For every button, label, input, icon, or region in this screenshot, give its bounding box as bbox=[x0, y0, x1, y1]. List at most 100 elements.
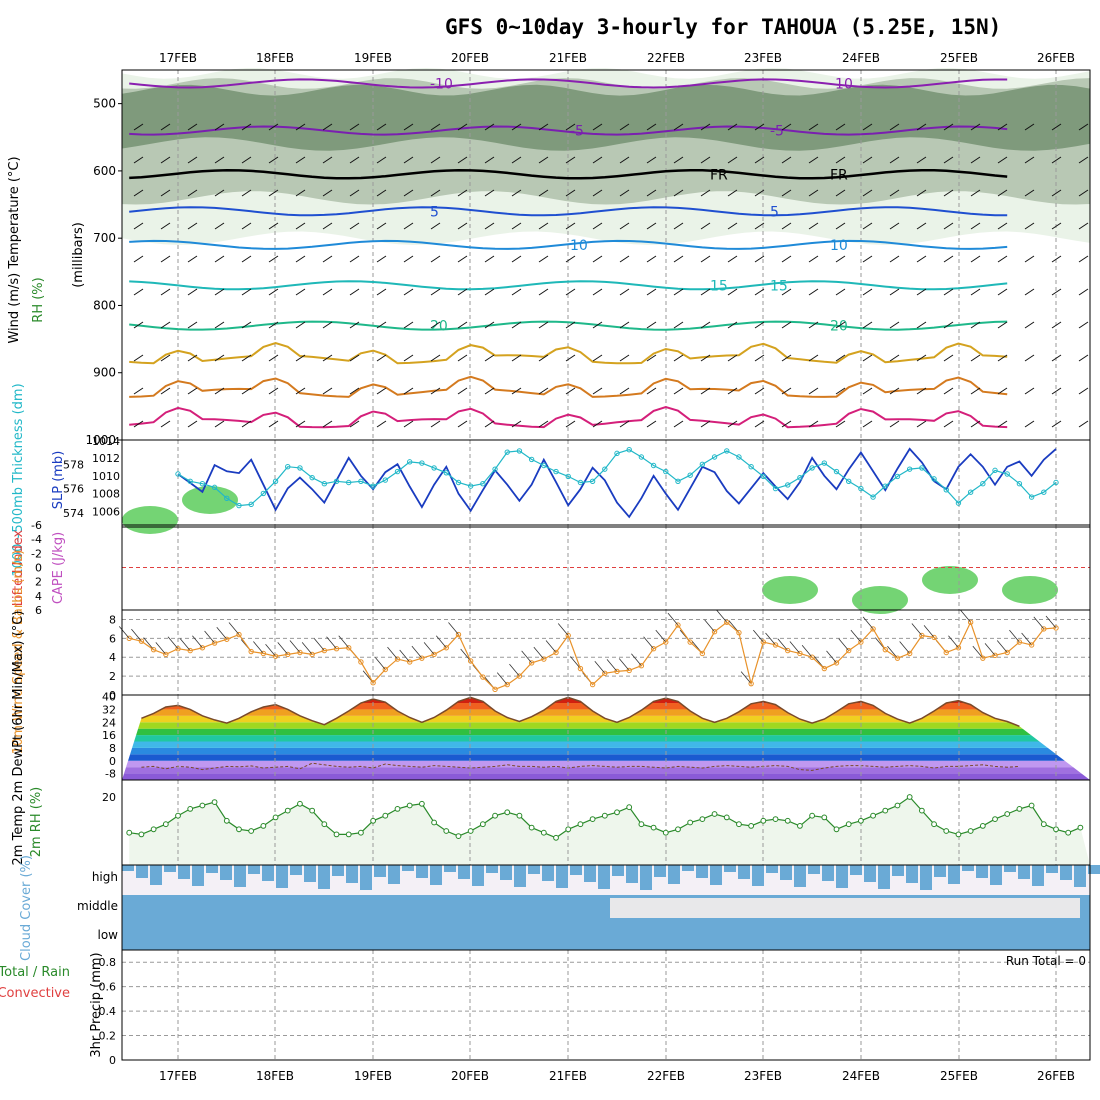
wind10m-barb bbox=[216, 627, 228, 640]
wind-barb bbox=[673, 420, 684, 428]
wind-point bbox=[870, 626, 876, 632]
cloud-high-bar bbox=[332, 865, 344, 876]
wind-point bbox=[858, 639, 864, 645]
wind-barb bbox=[889, 255, 900, 263]
wind-barb bbox=[538, 321, 549, 329]
wind-barb bbox=[484, 288, 495, 296]
wind-barb bbox=[295, 420, 306, 428]
wind-point bbox=[455, 631, 462, 638]
wind-barb bbox=[133, 354, 144, 362]
temp-tick-3: 16 bbox=[102, 729, 116, 742]
wind10m-barb bbox=[374, 657, 386, 670]
cloud-layer-low: low bbox=[98, 928, 119, 942]
wind-barb bbox=[160, 288, 171, 296]
wind-barb bbox=[781, 387, 792, 395]
wind-barb bbox=[376, 321, 387, 329]
wind10m-barb bbox=[448, 622, 459, 635]
rh-point bbox=[553, 834, 559, 841]
wind-point bbox=[699, 650, 706, 657]
wind10m-barb bbox=[826, 650, 837, 664]
isotherm-label-0: FR bbox=[710, 167, 728, 183]
wind-barb bbox=[997, 156, 1008, 164]
rh-point bbox=[601, 812, 608, 819]
wind-barb bbox=[268, 420, 279, 428]
wind-barb bbox=[943, 156, 954, 164]
thickness-point bbox=[638, 454, 645, 460]
precip-frame bbox=[121, 949, 1091, 1061]
wind-barb bbox=[268, 255, 279, 263]
wind10m-barb bbox=[496, 672, 508, 685]
cloud-high-bar bbox=[1032, 865, 1044, 886]
wind-barb bbox=[1051, 354, 1062, 362]
wind-barb bbox=[997, 420, 1008, 428]
wind-barb bbox=[916, 156, 927, 164]
wind-tick-4: 8 bbox=[109, 613, 116, 626]
wind-barb bbox=[376, 189, 387, 197]
wind-barb bbox=[835, 420, 846, 428]
wind-barb bbox=[430, 156, 441, 164]
rh-point bbox=[1004, 811, 1011, 817]
wind-barb bbox=[916, 354, 927, 362]
wind-barb bbox=[862, 321, 873, 329]
wind-barb bbox=[970, 321, 981, 329]
wind-barb bbox=[295, 354, 306, 362]
wind10m-barb bbox=[570, 656, 581, 669]
wind-tick-3: 6 bbox=[109, 632, 116, 645]
wind-speed-line bbox=[129, 620, 1057, 691]
wind-barb bbox=[322, 255, 333, 263]
wind-barb bbox=[997, 354, 1008, 362]
wind-point bbox=[894, 655, 901, 661]
wind-barb bbox=[214, 123, 225, 131]
xtick-top-7: 24FEB bbox=[842, 51, 880, 65]
cloud-high-bar bbox=[766, 865, 778, 873]
cloud-high-bar bbox=[962, 865, 974, 871]
cloud-high-bar bbox=[682, 865, 694, 871]
rh-shade-green-1 bbox=[182, 486, 238, 514]
cloud-high-bar bbox=[906, 865, 918, 883]
wind10m-barb bbox=[533, 646, 545, 660]
wind-barb bbox=[511, 222, 522, 230]
ytick-label-5: 1000 bbox=[85, 433, 116, 447]
rh-shade-green-4 bbox=[922, 566, 978, 594]
ytick-label-4: 900 bbox=[93, 366, 116, 380]
wind-barb bbox=[268, 123, 279, 131]
wind-barb bbox=[187, 123, 198, 131]
rh-point bbox=[284, 807, 291, 814]
wind-barb bbox=[133, 222, 144, 230]
wind-barb bbox=[781, 189, 792, 197]
wind-barb bbox=[889, 387, 900, 395]
cloud-high-bar bbox=[178, 865, 190, 879]
wind-barb bbox=[268, 156, 279, 164]
wind-barb bbox=[511, 156, 522, 164]
wind10m-barb bbox=[411, 645, 423, 659]
wind-barb bbox=[187, 354, 198, 362]
wind-barb bbox=[295, 123, 306, 131]
wind-barb bbox=[889, 156, 900, 164]
wind10m-barb bbox=[167, 636, 179, 649]
isotherm-label-b--5: -5 bbox=[770, 124, 784, 140]
wind-point bbox=[358, 659, 364, 665]
cloud-high-bar bbox=[696, 865, 708, 878]
cloud-high-bar bbox=[416, 865, 428, 878]
wind10m-barb bbox=[277, 642, 289, 655]
wind-barb bbox=[700, 354, 711, 362]
cloud-high-bar bbox=[724, 865, 736, 872]
wind-barb bbox=[565, 321, 576, 329]
wind-barb bbox=[187, 321, 198, 329]
rh-point bbox=[1016, 806, 1023, 812]
wind10m-barb bbox=[557, 623, 569, 636]
wind-barb bbox=[565, 156, 576, 164]
thickness-point bbox=[833, 468, 840, 475]
wind-barb bbox=[673, 156, 684, 164]
wind-barb bbox=[430, 123, 441, 131]
wind-barb bbox=[592, 189, 603, 197]
rh-point bbox=[150, 826, 157, 833]
wind-point bbox=[541, 656, 547, 662]
xtick-top-8: 25FEB bbox=[940, 51, 978, 65]
wind-point bbox=[821, 665, 828, 672]
rh-point bbox=[370, 817, 377, 824]
wind-point bbox=[882, 646, 888, 653]
isotherm-10 bbox=[129, 239, 1008, 250]
pressure-axis-label: (millibars) bbox=[71, 222, 86, 288]
isotherm-0 bbox=[129, 168, 1008, 180]
